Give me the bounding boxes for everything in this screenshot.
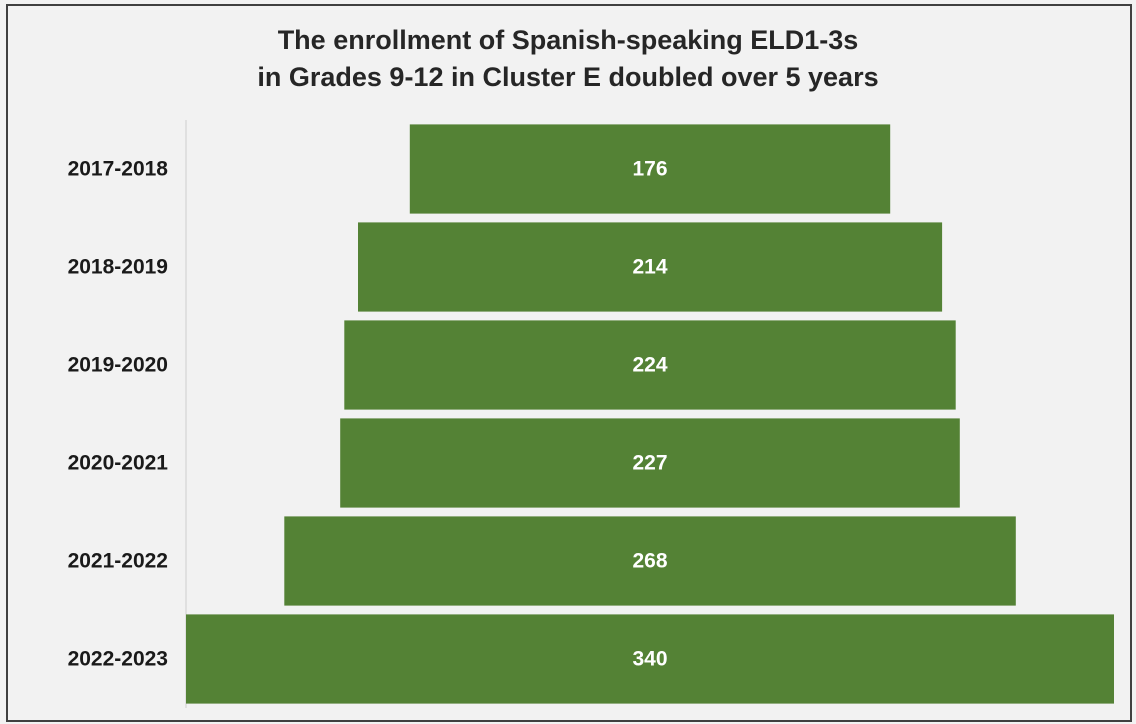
- bar-2020-2021: [340, 418, 960, 508]
- bar-2017-2018: [409, 124, 891, 214]
- chart-title-line-2: in Grades 9-12 in Cluster E doubled over…: [257, 62, 879, 92]
- category-label-2022-2023: 2022-2023: [68, 648, 168, 671]
- chart-title: The enrollment of Spanish-speaking ELD1-…: [0, 22, 1136, 96]
- bar-2021-2022: [284, 516, 1016, 606]
- category-label-2021-2022: 2021-2022: [68, 550, 168, 573]
- bar-2018-2019: [358, 222, 943, 312]
- chart-title-line-1: The enrollment of Spanish-speaking ELD1-…: [277, 25, 859, 55]
- data-label-2017-2018: 176: [632, 158, 667, 181]
- bars-group: 176 2017-2018 214 2018-2019 224 2019-2020 227 2…: [68, 124, 1114, 704]
- bar-2022-2023: [186, 614, 1114, 704]
- category-label-2018-2019: 2018-2019: [68, 256, 168, 279]
- data-label-2019-2020: 224: [632, 354, 667, 377]
- data-label-2018-2019: 214: [632, 256, 667, 279]
- data-label-2021-2022: 268: [632, 550, 667, 573]
- bar-2019-2020: [344, 320, 956, 410]
- category-label-2019-2020: 2019-2020: [68, 354, 168, 377]
- data-label-2022-2023: 340: [632, 648, 667, 671]
- category-label-2020-2021: 2020-2021: [68, 452, 169, 475]
- data-label-2020-2021: 227: [632, 452, 667, 475]
- category-label-2017-2018: 2017-2018: [68, 158, 169, 181]
